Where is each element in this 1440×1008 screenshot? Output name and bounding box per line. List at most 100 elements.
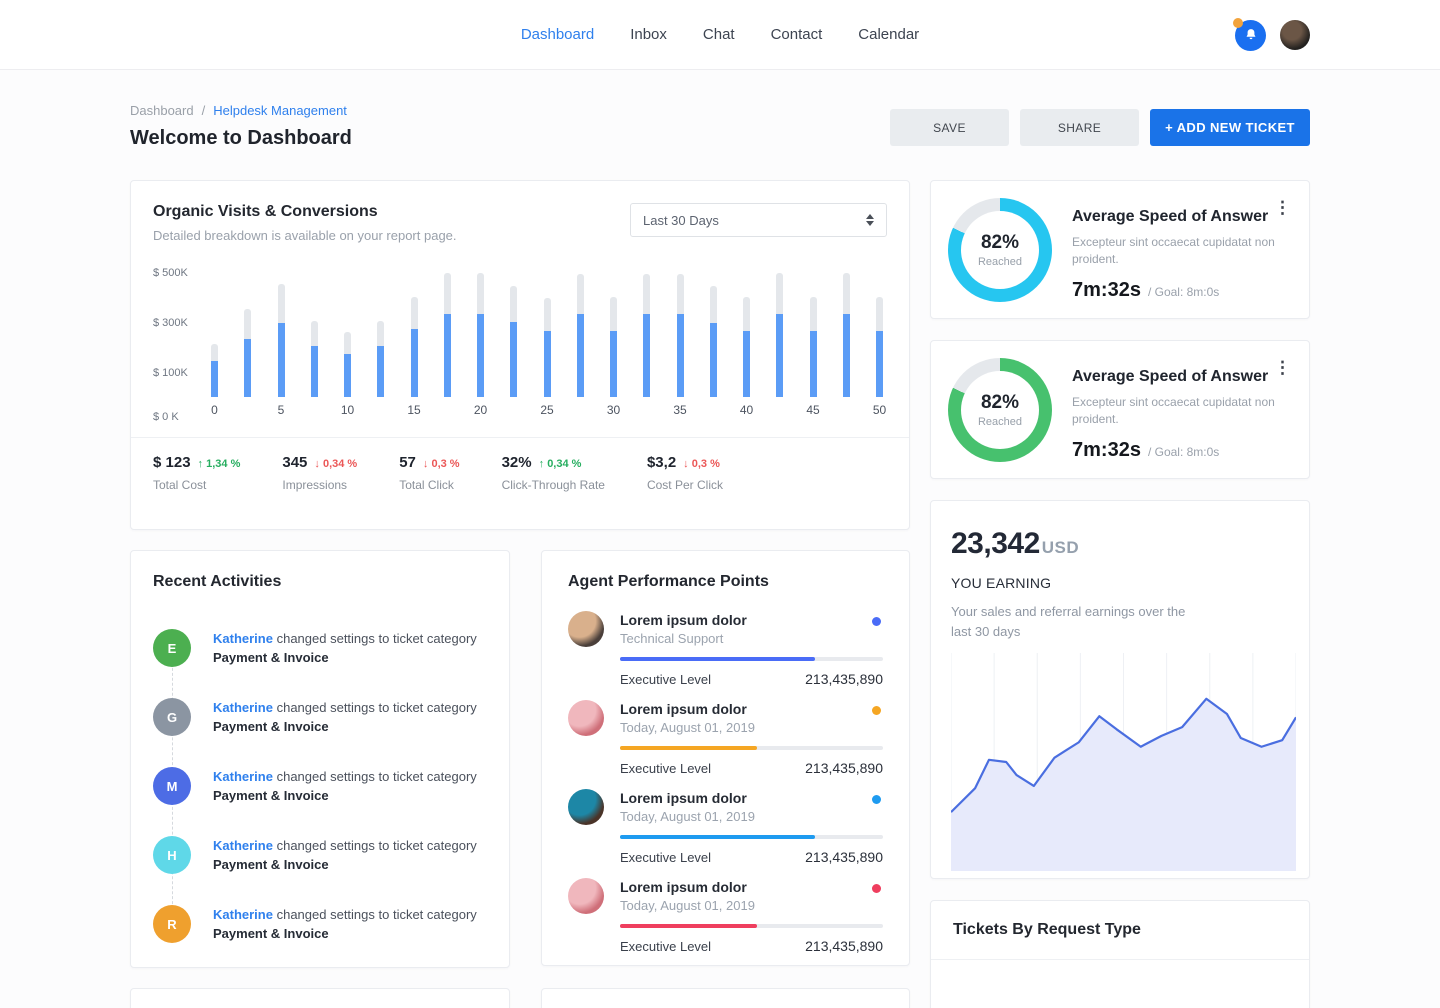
agent-points: 213,435,890: [805, 938, 883, 954]
activity-target: Payment & Invoice: [213, 926, 329, 941]
agent-name: Lorem ipsum dolor: [620, 701, 747, 717]
activity-action: changed settings to ticket category: [276, 631, 477, 646]
activity-item: E Katherine changed settings to ticket c…: [153, 629, 487, 667]
activity-target: Payment & Invoice: [213, 857, 329, 872]
y-axis-tick: $ 500K: [153, 267, 188, 279]
speed-card-title: Average Speed of Answer: [1072, 368, 1269, 385]
period-select-value: Last 30 Days: [643, 212, 719, 228]
agent-level: Executive Level: [620, 671, 712, 687]
activity-user-link[interactable]: Katherine: [213, 769, 273, 784]
trend-arrow-icon: ↑: [197, 458, 204, 470]
add-new-ticket-button[interactable]: + ADD NEW TICKET: [1150, 109, 1310, 146]
activity-avatar: R: [153, 905, 191, 943]
activity-target: Payment & Invoice: [213, 719, 329, 734]
kebab-menu-icon[interactable]: ⋮: [1274, 358, 1291, 377]
stat-delta: ↓ 0,3 %: [683, 458, 720, 470]
bar: 10: [341, 267, 354, 417]
earnings-card: 23,342 USD YOU EARNING Your sales and re…: [930, 500, 1310, 879]
agent-name: Lorem ipsum dolor: [620, 790, 747, 806]
status-dot: [872, 795, 881, 804]
stat-label: Total Cost: [153, 478, 207, 492]
partial-cards-row: [130, 988, 910, 1008]
activity-user-link[interactable]: Katherine: [213, 700, 273, 715]
earnings-currency: USD: [1041, 538, 1080, 557]
agent-progress-bar: [620, 746, 883, 750]
bars-area: 0 5 10 15 20 25 30 35 40 45 50: [211, 267, 887, 417]
x-axis-tick: 45: [806, 403, 820, 417]
nav-item[interactable]: Inbox: [630, 26, 667, 43]
activity-user-link[interactable]: Katherine: [213, 631, 273, 646]
user-avatar[interactable]: [1280, 20, 1310, 50]
x-axis-tick: 35: [673, 403, 687, 417]
agent-subtitle: Technical Support: [620, 631, 724, 646]
notifications-button[interactable]: [1233, 17, 1266, 51]
bar: 20: [474, 267, 487, 417]
nav-item[interactable]: Calendar: [858, 26, 920, 43]
activity-avatar: E: [153, 629, 191, 667]
bar: 30: [607, 267, 620, 417]
answer-time: 7m:32s: [1072, 278, 1141, 301]
activity-item: G Katherine changed settings to ticket c…: [153, 698, 487, 736]
activity-user-link[interactable]: Katherine: [213, 907, 273, 922]
period-select[interactable]: Last 30 Days: [630, 203, 887, 237]
save-button[interactable]: SAVE: [890, 109, 1009, 146]
answer-time: 7m:32s: [1072, 438, 1141, 461]
bar: [709, 267, 717, 397]
nav-item[interactable]: Dashboard: [520, 26, 595, 43]
page-title: Welcome to Dashboard: [130, 127, 352, 149]
recent-activities-title: Recent Activities: [153, 573, 282, 590]
stat-delta: ↑ 0,34 %: [538, 458, 582, 470]
header-actions: SAVE SHARE + ADD NEW TICKET: [890, 109, 1310, 150]
bar: [842, 267, 850, 397]
agent-points: 213,435,890: [805, 849, 883, 865]
stat-delta: ↓ 0,3 %: [422, 458, 460, 470]
stat-label: Total Click: [399, 478, 454, 492]
y-axis: $ 500K $ 300K $ 100K $ 0 K: [153, 267, 211, 423]
status-dot: [872, 617, 881, 626]
activity-item: R Katherine changed settings to ticket c…: [153, 905, 487, 943]
breadcrumb-current[interactable]: Helpdesk Management: [213, 103, 347, 118]
agent-progress-bar: [620, 835, 883, 839]
kpi-stat: 32% ↑ 0,34 % Click-Through Rate: [502, 454, 605, 492]
trend-arrow-icon: ↓: [683, 458, 689, 470]
bar: 5: [277, 267, 285, 417]
speed-card-desc: Excepteur sint occaecat cupidatat non pr…: [1072, 395, 1275, 426]
breadcrumb-dashboard[interactable]: Dashboard: [130, 103, 194, 118]
bar: [244, 267, 252, 397]
status-dot: [872, 706, 881, 715]
speed-card-desc: Excepteur sint occaecat cupidatat non pr…: [1072, 235, 1275, 266]
kpi-stat: $3,2 ↓ 0,3 % Cost Per Click: [647, 454, 723, 492]
agent-subtitle: Today, August 01, 2019: [620, 809, 755, 824]
x-axis-tick: 15: [407, 403, 421, 417]
agent-points: 213,435,890: [805, 760, 883, 776]
x-axis-tick: 5: [277, 403, 285, 417]
activity-target: Payment & Invoice: [213, 650, 329, 665]
share-button[interactable]: SHARE: [1020, 109, 1139, 146]
activity-item: H Katherine changed settings to ticket c…: [153, 836, 487, 874]
earnings-amount: 23,342: [951, 527, 1040, 560]
agent-row: Lorem ipsum dolor Today, August 01, 2019…: [568, 878, 883, 954]
agent-performance-card: Agent Performance Points Lorem ipsum dol…: [541, 550, 910, 966]
activity-action: changed settings to ticket category: [276, 907, 477, 922]
partial-card-left: [130, 988, 510, 1008]
stat-value: 345: [282, 454, 308, 471]
agent-list: Lorem ipsum dolor Technical Support Exec…: [568, 611, 883, 954]
bar: 15: [407, 267, 421, 417]
nav-item[interactable]: Contact: [770, 26, 823, 43]
nav-item[interactable]: Chat: [702, 26, 735, 43]
status-dot: [872, 884, 881, 893]
activity-action: changed settings to ticket category: [276, 700, 477, 715]
speed-card-title: Average Speed of Answer: [1072, 208, 1269, 225]
x-axis-tick: 20: [473, 403, 488, 417]
partial-card-middle: [541, 988, 910, 1008]
activity-action: changed settings to ticket category: [276, 769, 477, 784]
x-axis-tick: 30: [606, 403, 621, 417]
organic-card-title: Organic Visits & Conversions: [153, 203, 378, 220]
recent-activities-card: Recent Activities E Katherine changed se…: [130, 550, 510, 968]
activity-user-link[interactable]: Katherine: [213, 838, 273, 853]
activity-action: changed settings to ticket category: [276, 838, 477, 853]
kpi-stat: $ 123 ↑ 1,34 % Total Cost: [153, 454, 240, 492]
bar: 25: [540, 267, 554, 417]
kebab-menu-icon[interactable]: ⋮: [1274, 198, 1291, 217]
bar: 35: [673, 267, 687, 417]
